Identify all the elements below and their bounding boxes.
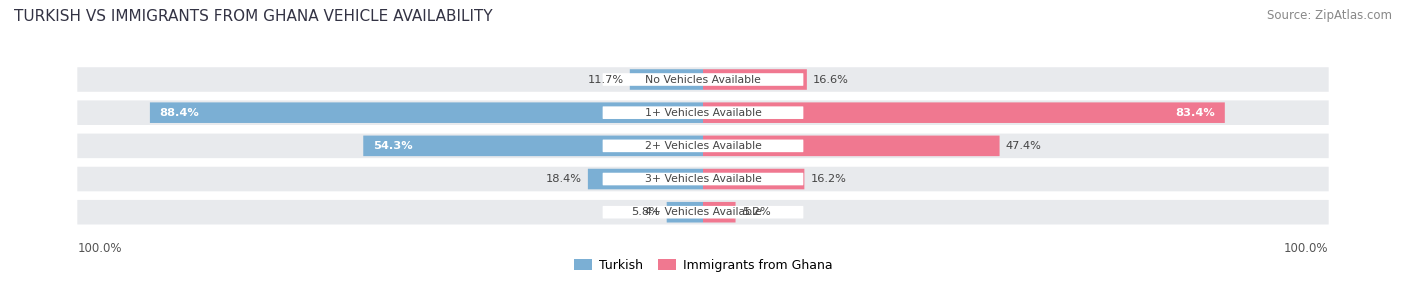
Text: 3+ Vehicles Available: 3+ Vehicles Available (644, 174, 762, 184)
FancyBboxPatch shape (703, 69, 807, 90)
FancyBboxPatch shape (666, 202, 703, 223)
Text: 100.0%: 100.0% (77, 242, 122, 255)
Text: 47.4%: 47.4% (1005, 141, 1042, 151)
Text: 11.7%: 11.7% (588, 75, 623, 84)
Legend: Turkish, Immigrants from Ghana: Turkish, Immigrants from Ghana (568, 254, 838, 277)
FancyBboxPatch shape (603, 73, 803, 86)
FancyBboxPatch shape (77, 167, 1329, 191)
Text: 16.6%: 16.6% (813, 75, 849, 84)
FancyBboxPatch shape (77, 134, 1329, 158)
Text: 4+ Vehicles Available: 4+ Vehicles Available (644, 207, 762, 217)
Text: 16.2%: 16.2% (811, 174, 846, 184)
Text: No Vehicles Available: No Vehicles Available (645, 75, 761, 84)
Text: Source: ZipAtlas.com: Source: ZipAtlas.com (1267, 9, 1392, 21)
Text: TURKISH VS IMMIGRANTS FROM GHANA VEHICLE AVAILABILITY: TURKISH VS IMMIGRANTS FROM GHANA VEHICLE… (14, 9, 492, 23)
FancyBboxPatch shape (630, 69, 703, 90)
Text: 5.8%: 5.8% (631, 207, 661, 217)
Text: 5.2%: 5.2% (742, 207, 770, 217)
Text: 1+ Vehicles Available: 1+ Vehicles Available (644, 108, 762, 118)
FancyBboxPatch shape (77, 200, 1329, 225)
Text: 100.0%: 100.0% (1284, 242, 1329, 255)
FancyBboxPatch shape (588, 169, 703, 189)
FancyBboxPatch shape (703, 136, 1000, 156)
Text: 2+ Vehicles Available: 2+ Vehicles Available (644, 141, 762, 151)
Text: 88.4%: 88.4% (159, 108, 200, 118)
FancyBboxPatch shape (703, 169, 804, 189)
FancyBboxPatch shape (703, 202, 735, 223)
FancyBboxPatch shape (603, 173, 803, 185)
FancyBboxPatch shape (77, 100, 1329, 125)
Text: 54.3%: 54.3% (373, 141, 412, 151)
FancyBboxPatch shape (150, 102, 703, 123)
FancyBboxPatch shape (77, 67, 1329, 92)
FancyBboxPatch shape (703, 102, 1225, 123)
FancyBboxPatch shape (603, 106, 803, 119)
Text: 18.4%: 18.4% (546, 174, 582, 184)
FancyBboxPatch shape (363, 136, 703, 156)
FancyBboxPatch shape (603, 206, 803, 219)
FancyBboxPatch shape (603, 140, 803, 152)
Text: 83.4%: 83.4% (1175, 108, 1215, 118)
